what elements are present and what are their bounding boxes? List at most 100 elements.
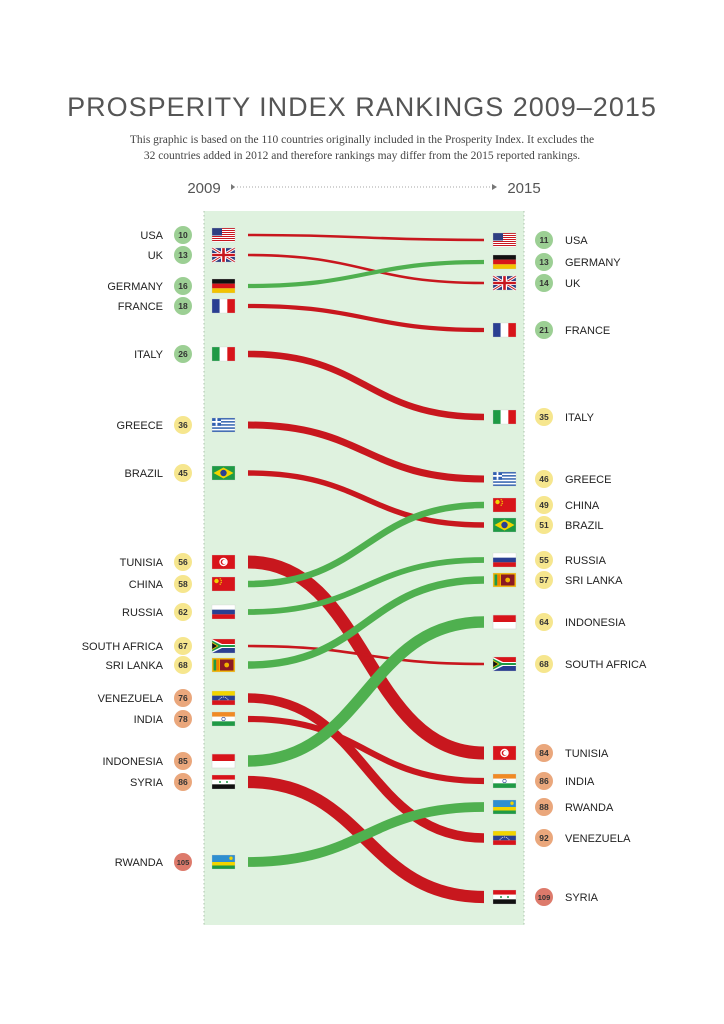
- country-label-2015-russia: RUSSIA: [565, 555, 607, 567]
- flag-2015-venezuela-icon: [492, 830, 517, 846]
- svg-text:46: 46: [539, 474, 549, 484]
- row-germany: GERMANY 16 13 GERMANY: [107, 253, 621, 295]
- flag-2015-france-icon: [492, 322, 517, 338]
- rank-badge-2009-indonesia: 85: [174, 752, 192, 770]
- country-label-2015-italy: ITALY: [565, 412, 595, 424]
- row-usa: USA 10 11 USA: [140, 226, 588, 249]
- ribbon-indonesia: [247, 616, 485, 767]
- svg-text:51: 51: [539, 520, 549, 530]
- rank-badge-2015-syria: 109: [535, 888, 553, 906]
- flag-2009-russia-icon: [211, 604, 236, 620]
- rank-badge-2009-venezuela: 76: [174, 689, 192, 707]
- svg-text:11: 11: [540, 235, 549, 245]
- svg-text:86: 86: [178, 777, 188, 787]
- row-tunisia: TUNISIA 56 84 TUNISIA: [120, 553, 609, 762]
- country-label-2009-south-africa: SOUTH AFRICA: [82, 641, 164, 653]
- ribbon-rwanda: [247, 802, 485, 867]
- axis-arrow-tail: [231, 184, 235, 190]
- rank-badge-2015-south-africa: 68: [535, 655, 553, 673]
- svg-text:76: 76: [178, 693, 188, 703]
- rank-badge-2015-brazil: 51: [535, 516, 553, 534]
- svg-text:14: 14: [539, 278, 549, 288]
- flag-2015-italy-icon: [492, 409, 517, 425]
- row-indonesia: INDONESIA 85 64 INDONESIA: [102, 613, 626, 770]
- ribbon-tunisia: [247, 555, 485, 760]
- rank-badge-2015-venezuela: 92: [535, 829, 553, 847]
- country-label-2015-uk: UK: [565, 278, 581, 290]
- flag-2015-usa-icon: [492, 232, 517, 248]
- country-label-2015-tunisia: TUNISIA: [565, 748, 609, 760]
- flag-2015-russia-icon: [492, 552, 517, 568]
- flag-2009-indonesia-icon: [211, 753, 236, 769]
- row-france: FRANCE 18 21 FRANCE: [118, 297, 610, 339]
- country-label-2009-uk: UK: [148, 250, 164, 262]
- row-russia: RUSSIA 62 55 RUSSIA: [122, 551, 607, 621]
- country-label-2015-indonesia: INDONESIA: [565, 617, 626, 629]
- flag-2009-rwanda-icon: [211, 854, 236, 870]
- ribbon-layer: [247, 233, 485, 904]
- rank-badge-2009-china: 58: [174, 575, 192, 593]
- rank-badge-2015-india: 86: [535, 772, 553, 790]
- rank-badge-2015-france: 21: [535, 321, 553, 339]
- country-label-2009-venezuela: VENEZUELA: [98, 693, 164, 705]
- country-label-2015-sri-lanka: SRI LANKA: [565, 575, 623, 587]
- country-label-2015-india: INDIA: [565, 776, 595, 788]
- svg-text:105: 105: [177, 858, 190, 867]
- ribbon-south-africa: [247, 644, 485, 666]
- svg-text:26: 26: [178, 349, 188, 359]
- flag-2015-germany-icon: [492, 254, 517, 270]
- country-label-2015-venezuela: VENEZUELA: [565, 833, 631, 845]
- rank-badge-2009-syria: 86: [174, 773, 192, 791]
- svg-text:16: 16: [178, 281, 188, 291]
- flag-2015-greece-icon: [492, 471, 517, 487]
- country-label-2015-greece: GREECE: [565, 474, 611, 486]
- row-china: CHINA 58 49 CHINA: [129, 496, 600, 593]
- flag-2015-indonesia-icon: [492, 614, 517, 630]
- row-sri-lanka: SRI LANKA 68 57 SRI LANKA: [106, 571, 623, 674]
- rank-badge-2015-greece: 46: [535, 470, 553, 488]
- country-label-2009-tunisia: TUNISIA: [120, 557, 164, 569]
- country-label-2009-russia: RUSSIA: [122, 607, 164, 619]
- row-uk: UK 13 14 UK: [148, 246, 581, 292]
- rank-badge-2015-usa: 11: [535, 231, 553, 249]
- rank-badge-2009-sri-lanka: 68: [174, 656, 192, 674]
- rank-badge-2009-usa: 10: [174, 226, 192, 244]
- ribbon-italy: [247, 350, 485, 421]
- axis-label-2015: 2015: [507, 180, 540, 197]
- country-label-2015-syria: SYRIA: [565, 892, 599, 904]
- country-label-2009-india: INDIA: [134, 714, 164, 726]
- country-label-2009-brazil: BRAZIL: [124, 468, 163, 480]
- svg-text:56: 56: [178, 557, 188, 567]
- country-label-2009-rwanda: RWANDA: [115, 857, 164, 869]
- country-label-2009-greece: GREECE: [117, 420, 163, 432]
- flag-2009-south-africa-icon: [211, 638, 236, 654]
- country-label-2015-rwanda: RWANDA: [565, 802, 614, 814]
- ribbon-usa: [247, 233, 485, 242]
- svg-text:13: 13: [539, 257, 549, 267]
- flag-2015-sri-lanka-icon: [492, 572, 517, 588]
- rank-badge-2009-rwanda: 105: [174, 853, 192, 871]
- svg-text:35: 35: [539, 412, 549, 422]
- flag-2015-rwanda-icon: [492, 799, 517, 815]
- flag-2009-uk-icon: [211, 246, 236, 264]
- svg-text:92: 92: [539, 833, 549, 843]
- country-label-2009-usa: USA: [140, 230, 163, 242]
- country-label-2009-germany: GERMANY: [107, 281, 163, 293]
- rank-badge-2015-germany: 13: [535, 253, 553, 271]
- row-india: INDIA 78 86 INDIA: [134, 710, 595, 790]
- flag-2015-brazil-icon: [492, 517, 517, 533]
- axis-arrow-head: [492, 184, 497, 190]
- svg-text:10: 10: [178, 230, 188, 240]
- flag-2015-south-africa-icon: [492, 656, 517, 672]
- country-label-2009-italy: ITALY: [134, 349, 164, 361]
- svg-text:45: 45: [178, 468, 188, 478]
- flag-2009-germany-icon: [211, 278, 236, 294]
- row-italy: ITALY 26 35 ITALY: [134, 345, 595, 426]
- rank-badge-2015-russia: 55: [535, 551, 553, 569]
- ribbon-china: [247, 501, 485, 588]
- svg-text:58: 58: [178, 579, 188, 589]
- svg-text:78: 78: [178, 714, 188, 724]
- rank-badge-2015-china: 49: [535, 496, 553, 514]
- row-greece: GREECE 36 46 GREECE: [117, 416, 611, 488]
- flag-2009-china-icon: [211, 576, 236, 592]
